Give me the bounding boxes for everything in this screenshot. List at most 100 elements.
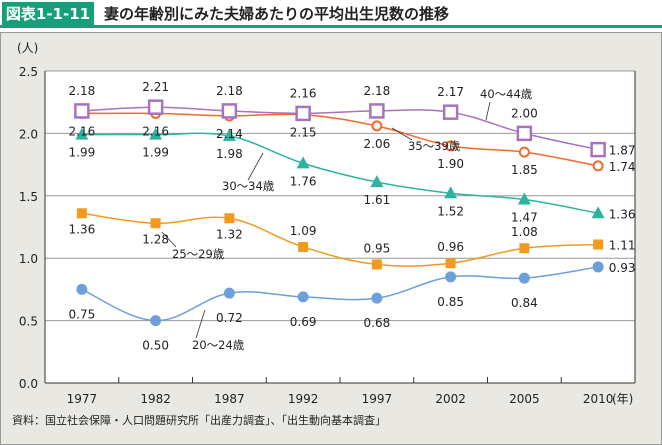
data-point-circle	[592, 261, 604, 273]
data-point-square	[442, 104, 459, 120]
data-label: 1.52	[437, 204, 464, 218]
data-label: 2.14	[216, 127, 243, 141]
x-tick-label: 2005	[509, 392, 540, 406]
series-label: 40～44歳	[480, 87, 533, 101]
data-label: 1.36	[69, 222, 96, 236]
data-point-circle	[76, 283, 88, 295]
x-axis-unit: (年)	[612, 392, 633, 406]
data-point-circle	[371, 120, 383, 132]
data-point-triangle	[591, 206, 605, 219]
x-tick-label: 1987	[214, 392, 245, 406]
leader-line	[391, 127, 413, 141]
series-label: 30～34歳	[222, 179, 275, 193]
data-label: 0.50	[142, 339, 169, 353]
data-label: 2.17	[437, 85, 464, 99]
data-label: 2.18	[216, 84, 243, 98]
y-tick-label: 0.5	[19, 315, 38, 329]
data-point-triangle	[149, 127, 163, 140]
figure-header: 図表1-1-11 妻の年齢別にみた夫婦あたりの平均出生児数の推移	[0, 0, 662, 28]
data-point-square	[76, 208, 87, 219]
data-label: 0.93	[609, 261, 636, 275]
leader-line	[247, 152, 264, 181]
data-point-circle	[445, 140, 457, 152]
data-point-square	[298, 241, 309, 252]
data-label: 1.99	[69, 146, 96, 160]
data-point-circle	[445, 271, 457, 283]
data-label: 0.75	[69, 307, 96, 321]
y-tick-label: 2.5	[19, 65, 38, 79]
data-point-square	[147, 99, 164, 115]
leader-line	[195, 309, 206, 339]
data-point-square	[74, 103, 90, 119]
data-label: 2.18	[69, 84, 96, 98]
data-point-square	[150, 218, 161, 229]
series-line	[81, 132, 599, 215]
data-point-triangle	[444, 186, 458, 199]
figure-number: 図表1-1-11	[2, 2, 94, 26]
data-point-triangle	[296, 156, 310, 169]
data-label: 1.85	[511, 163, 538, 177]
data-label: 2.21	[142, 80, 169, 94]
data-point-square	[224, 213, 235, 224]
data-label: 2.06	[364, 137, 391, 151]
data-label: 2.16	[290, 86, 317, 100]
data-point-triangle	[75, 127, 89, 140]
y-tick-label: 1.0	[19, 252, 38, 266]
series-label: 25～29歳	[172, 247, 225, 261]
data-label: 2.16	[142, 124, 169, 138]
data-point-square	[590, 141, 606, 158]
data-label: 1.36	[609, 207, 636, 221]
data-point-square	[593, 239, 604, 250]
data-label: 1.87	[609, 144, 636, 158]
series-line	[81, 212, 599, 267]
x-tick-label: 1977	[67, 392, 98, 406]
data-label: 1.09	[290, 224, 317, 238]
data-label: 1.90	[437, 157, 464, 171]
data-label: 2.18	[364, 84, 391, 98]
data-point-circle	[223, 287, 235, 299]
data-point-square	[516, 125, 533, 142]
data-label: 0.69	[290, 315, 317, 329]
plot-area	[45, 71, 635, 383]
data-point-triangle	[517, 192, 531, 205]
data-point-square	[371, 259, 382, 270]
data-point-triangle	[222, 128, 236, 141]
data-label: 1.08	[511, 225, 538, 239]
data-point-circle	[518, 146, 530, 158]
leader-line	[485, 101, 491, 121]
data-label: 0.72	[216, 311, 243, 325]
data-label: 2.00	[511, 106, 538, 120]
data-point-square	[519, 243, 530, 254]
y-axis-unit: (人)	[17, 41, 38, 55]
data-point-circle	[518, 272, 530, 284]
x-tick-label: 2010	[583, 392, 614, 406]
data-point-square	[295, 105, 311, 122]
data-label: 1.76	[290, 174, 317, 188]
data-label: 1.98	[216, 147, 243, 161]
y-tick-label: 0.0	[19, 377, 38, 391]
data-label: 1.47	[511, 211, 538, 225]
data-label: 0.85	[437, 295, 464, 309]
data-label: 2.15	[290, 126, 317, 140]
data-label: 0.95	[364, 241, 391, 255]
data-label: 1.32	[216, 227, 243, 241]
source-note: 資料：国立社会保障・人口問題研究所「出産力調査」、「出生動向基本調査」	[12, 414, 386, 427]
data-label: 1.11	[609, 238, 636, 252]
data-point-circle	[150, 315, 162, 327]
data-label: 1.28	[142, 232, 169, 246]
x-tick-label: 1992	[288, 392, 319, 406]
leader-line	[161, 231, 177, 248]
series-label: 35～39歳	[408, 139, 461, 153]
data-point-square	[369, 103, 385, 119]
data-point-triangle	[370, 175, 384, 188]
data-label: 1.74	[609, 160, 636, 174]
data-label: 0.96	[437, 240, 464, 254]
x-tick-label: 1982	[140, 392, 171, 406]
x-tick-label: 1997	[362, 392, 393, 406]
data-label: 2.16	[69, 124, 96, 138]
data-point-circle	[297, 291, 309, 303]
x-tick-label: 2002	[435, 392, 466, 406]
data-point-square	[445, 258, 456, 269]
data-label: 0.84	[511, 296, 538, 310]
